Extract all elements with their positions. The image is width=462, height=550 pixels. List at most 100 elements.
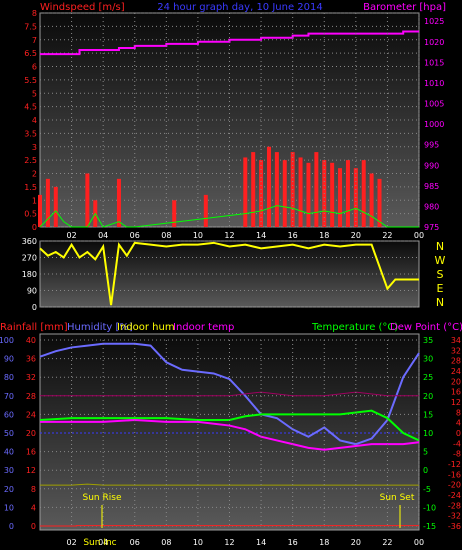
temperature-tick-label: 30 xyxy=(423,355,433,364)
direction-tick-label: 180 xyxy=(22,270,37,279)
windspeed-tick-label: 0 xyxy=(32,223,37,232)
humidity-tick-label: 90 xyxy=(4,355,14,364)
humidity-tick-label: 40 xyxy=(4,448,14,457)
dewpoint-tick-label: -28 xyxy=(448,501,461,510)
windspeed-bar xyxy=(53,186,58,227)
windspeed-bar xyxy=(274,152,279,227)
wind-x-axis: 02 04 06 08 10 12 14 16 18 20 22 00 xyxy=(66,13,424,240)
legend-rainfall: Rainfall [mm] xyxy=(0,322,68,333)
dewpoint-tick-label: 32 xyxy=(451,346,461,355)
humidity-line xyxy=(39,342,420,446)
dewpoint-tick-label: -8 xyxy=(453,450,461,459)
direction-tick-label: 270 xyxy=(22,254,37,263)
direction-tick-label: 0 xyxy=(32,303,37,312)
windspeed-tick-label: 3.5 xyxy=(24,129,37,138)
windspeed-tick-label: 1.5 xyxy=(24,183,37,192)
windspeed-bar xyxy=(314,152,319,227)
wind-direction-marks xyxy=(39,241,419,306)
dewpoint-tick-label: 20 xyxy=(451,377,461,386)
x-tick-label: 00 xyxy=(414,231,424,240)
dewpoint-tick-label: -24 xyxy=(448,491,461,500)
x-tick-label: 22 xyxy=(382,231,392,240)
dew-point-line xyxy=(40,418,420,451)
dewpoint-tick-label: -16 xyxy=(448,470,461,479)
windspeed-tick-label: 1 xyxy=(32,196,37,205)
barometer-tick-label: 990 xyxy=(424,161,439,170)
windspeed-bar xyxy=(345,160,350,227)
rainfall-tick-label: 24 xyxy=(26,410,36,419)
x-tick-label: 16 xyxy=(288,538,298,547)
sunrise-label: Sun Rise xyxy=(83,493,122,503)
x-tick-label: 18 xyxy=(319,538,329,547)
indoor-temp-line xyxy=(40,391,419,397)
temperature-tick-label: 5 xyxy=(423,448,428,457)
sunset-label: Sun Set xyxy=(380,493,415,503)
rainfall-tick-label: 16 xyxy=(26,448,36,457)
windspeed-axis: 0 0.5 1 1.5 2 2.5 3 3.5 4 4.5 5 5.5 6 6.5 7 7.5 8 xyxy=(24,9,37,232)
humidity-tick-label: 80 xyxy=(4,373,14,382)
windspeed-tick-label: 5.5 xyxy=(24,76,37,85)
windspeed-bar xyxy=(377,178,382,227)
x-tick-label: 08 xyxy=(161,231,171,240)
dewpoint-tick-label: 0 xyxy=(456,429,461,438)
x-tick-label: 04 xyxy=(98,231,108,240)
x-tick-label: 16 xyxy=(288,231,298,240)
dewpoint-tick-label: 12 xyxy=(451,398,461,407)
gust-line xyxy=(39,205,419,228)
barometer-tick-label: 995 xyxy=(424,141,439,150)
dewpoint-tick-label: -20 xyxy=(448,481,461,490)
legend-temperature: Temperature (°C) xyxy=(311,322,398,333)
rainfall-tick-label: 28 xyxy=(26,392,36,401)
rainfall-tick-label: 36 xyxy=(26,355,36,364)
x-tick-label: 02 xyxy=(66,231,76,240)
windspeed-bar xyxy=(298,157,303,227)
humidity-tick-label: 0 xyxy=(9,522,14,531)
barometer-tick-label: 975 xyxy=(424,223,439,232)
dewpoint-tick-label: -36 xyxy=(448,522,461,531)
dewpoint-tick-label: 16 xyxy=(451,388,461,397)
x-tick-label: 10 xyxy=(193,231,203,240)
x-tick-label: 18 xyxy=(319,231,329,240)
chart-title: 24 hour graph day, 10 June 2014 xyxy=(157,2,323,13)
windspeed-bar xyxy=(172,200,177,227)
windspeed-tick-label: 7.5 xyxy=(24,22,37,31)
direction-axis: 0 90 180 270 360 xyxy=(22,237,37,312)
legend-indoor-hum: Indoor hum xyxy=(117,322,175,333)
barometer-tick-label: 980 xyxy=(424,202,439,211)
rainfall-tick-label: 20 xyxy=(26,429,36,438)
windspeed-bar xyxy=(116,178,121,227)
sun-mid-label: Sun Inc xyxy=(83,538,116,548)
indoor-hum-line xyxy=(40,483,419,486)
compass-letter: N xyxy=(436,296,444,309)
dewpoint-tick-label: 8 xyxy=(456,408,461,417)
temp-x-axis: 02 04 06 08 10 12 14 16 18 20 22 00 xyxy=(66,340,424,547)
windspeed-tick-label: 4.5 xyxy=(24,103,37,112)
x-tick-label: 00 xyxy=(414,538,424,547)
windspeed-bar xyxy=(369,173,374,227)
windspeed-bar xyxy=(306,162,311,227)
windspeed-bar xyxy=(361,160,366,227)
rainfall-tick-label: 8 xyxy=(31,485,36,494)
rainfall-tick-label: 0 xyxy=(31,522,36,531)
humidity-tick-label: 10 xyxy=(4,503,14,512)
windspeed-bar xyxy=(45,178,50,227)
temperature-tick-label: 35 xyxy=(423,336,433,345)
direction-tick-label: 90 xyxy=(27,287,37,296)
humidity-tick-label: 50 xyxy=(4,429,14,438)
temperature-tick-label: 0 xyxy=(423,466,428,475)
x-tick-label: 08 xyxy=(161,538,171,547)
humidity-tick-label: 100 xyxy=(0,336,14,345)
temperature-tick-label: -15 xyxy=(423,522,436,531)
x-tick-label: 06 xyxy=(130,538,140,547)
windspeed-tick-label: 2.5 xyxy=(24,156,37,165)
windspeed-tick-label: 4 xyxy=(32,116,37,125)
windspeed-bar xyxy=(85,173,90,227)
barometer-axis: 975 980 985 990 995 1000 1005 1010 1015 1020 1025 xyxy=(424,17,444,232)
x-tick-label: 06 xyxy=(130,231,140,240)
dewpoint-tick-label: 28 xyxy=(451,357,461,366)
temperature-tick-label: -5 xyxy=(423,485,431,494)
x-tick-label: 02 xyxy=(66,538,76,547)
rainfall-tick-label: 12 xyxy=(26,466,36,475)
windspeed-tick-label: 0.5 xyxy=(24,210,37,219)
